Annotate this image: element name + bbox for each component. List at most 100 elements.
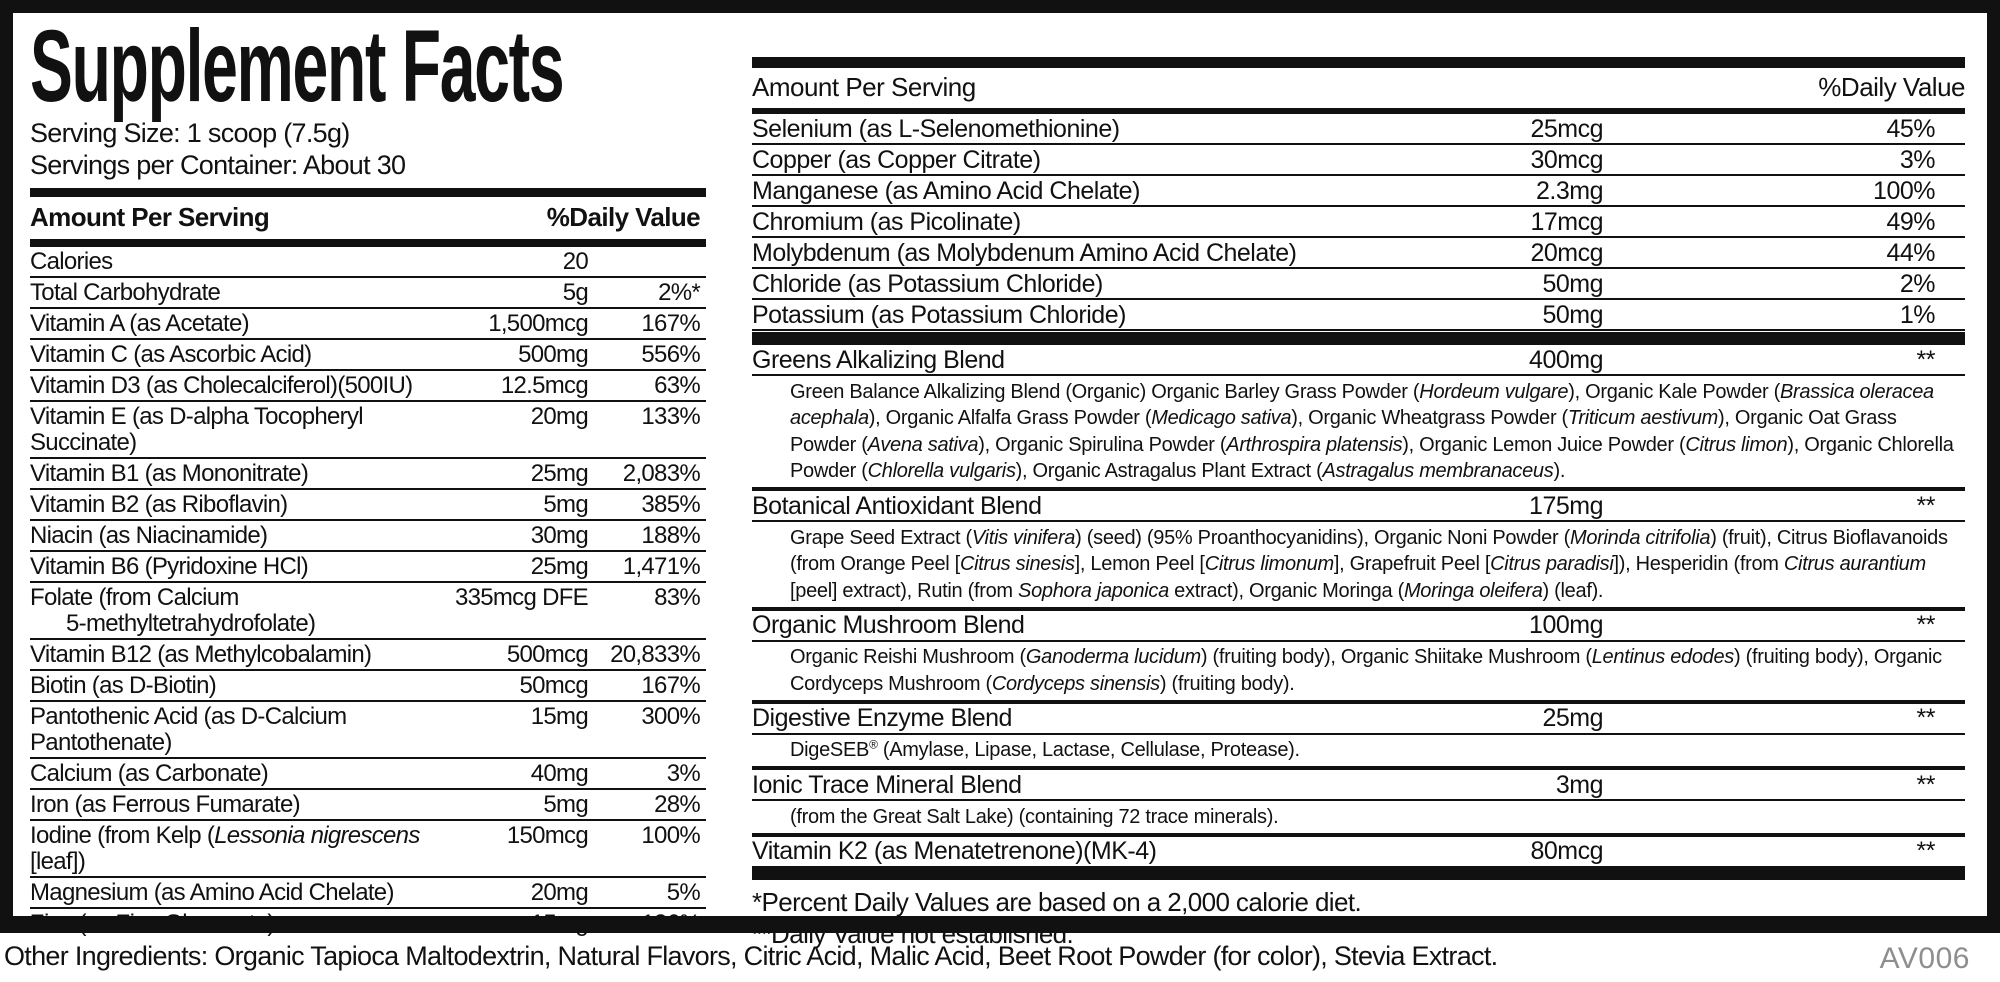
table-row: Copper (as Copper Citrate) 30mcg 3% xyxy=(752,145,1965,176)
table-row: Biotin (as D-Biotin) 50mcg 167% xyxy=(30,671,706,702)
page-title: Supplement Facts xyxy=(30,9,565,123)
blend-ingredients: Grape Seed Extract (Vitis vinifera) (see… xyxy=(790,526,1948,602)
nutrient-amount: 335mcg DFE xyxy=(454,583,589,611)
table-row: Magnesium (as Amino Acid Chelate) 20mg 5% xyxy=(30,878,706,909)
nutrient-daily-value: 2% xyxy=(1899,269,1936,298)
nutrient-name: Vitamin B1 (as Mononitrate) xyxy=(30,459,309,487)
nutrient-amount: 50mg xyxy=(1542,269,1603,298)
nutrient-amount: 25mg xyxy=(530,552,589,580)
table-row: Chromium (as Picolinate) 17mcg 49% xyxy=(752,207,1965,238)
table-row: Vitamin B1 (as Mononitrate) 25mg 2,083% xyxy=(30,459,706,490)
table-row: Molybdenum (as Molybdenum Amino Acid Che… xyxy=(752,238,1965,269)
serving-size: Serving Size: 1 scoop (7.5g) xyxy=(30,118,350,148)
bottom-bar xyxy=(0,916,2000,933)
nutrient-name: Vitamin B6 (Pyridoxine HCl) xyxy=(30,552,309,580)
nutrient-daily-value: ** xyxy=(1916,770,1936,799)
nutrient-daily-value: 167% xyxy=(641,671,700,699)
table-row: Greens Alkalizing Blend 400mg ** xyxy=(752,345,1965,376)
column-header-amount: Amount Per Serving xyxy=(30,202,270,232)
nutrient-amount: 25mcg xyxy=(1530,114,1603,143)
nutrient-daily-value: 1,471% xyxy=(622,552,701,580)
nutrient-amount: 20mcg xyxy=(1530,238,1603,267)
table-row: Vitamin D3 (as Cholecalciferol)(500IU) 12… xyxy=(30,371,706,402)
left-nutrient-table: Calories 20 Total Carbohydrate 5g 2%* Vitamin… xyxy=(30,247,706,938)
nutrient-daily-value: ** xyxy=(1916,611,1936,639)
nutrient-name: Vitamin C (as Ascorbic Acid) xyxy=(30,340,312,368)
nutrient-name: Pantothenic Acid (as D-Calcium Pantothen… xyxy=(30,702,347,756)
border-top xyxy=(0,0,2000,13)
nutrient-name: Iodine (from Kelp (Lessonia nigrescens [… xyxy=(30,821,420,875)
label-code: AV006 xyxy=(1879,942,1970,975)
table-row: Vitamin B2 (as Riboflavin) 5mg 385% xyxy=(30,490,706,521)
nutrient-daily-value: 100% xyxy=(1873,176,1935,205)
right-nutrient-table: Selenium (as L-Selenomethionine) 25mcg 45%… xyxy=(752,114,1965,331)
nutrient-amount: 20 xyxy=(562,247,589,275)
right-table-header: Amount Per Serving %Daily Value xyxy=(752,68,1965,108)
nutrient-name: Greens Alkalizing Blend xyxy=(752,345,1005,374)
table-row: Vitamin E (as D-alpha Tocopheryl Succina… xyxy=(30,402,706,459)
nutrient-daily-value: ** xyxy=(1916,491,1936,520)
nutrient-amount: 17mcg xyxy=(1530,207,1603,236)
nutrient-amount: 5g xyxy=(562,278,589,306)
blend-list: Greens Alkalizing Blend 400mg ** Green Bala… xyxy=(752,345,1965,866)
nutrient-name: Digestive Enzyme Blend xyxy=(752,704,1012,732)
nutrient-amount: 20mg xyxy=(530,878,589,906)
nutrient-amount: 3mg xyxy=(1555,770,1604,799)
nutrient-amount: 25mg xyxy=(530,459,589,487)
nutrient-daily-value: ** xyxy=(1916,837,1936,865)
table-row: Potassium (as Potassium Chloride) 50mg 1% xyxy=(752,300,1965,331)
table-row: Iodine (from Kelp (Lessonia nigrescens [… xyxy=(30,821,706,878)
nutrient-name-line2: 5-methyltetrahydrofolate) xyxy=(66,609,316,637)
table-row: Selenium (as L-Selenomethionine) 25mcg 45% xyxy=(752,114,1965,145)
nutrient-daily-value: ** xyxy=(1916,704,1936,732)
nutrient-daily-value: 3% xyxy=(666,759,701,787)
nutrient-name: Folate (from Calcium 5-methyltetrahydrofo… xyxy=(30,584,438,637)
nutrient-amount: 50mg xyxy=(1542,300,1603,329)
table-row: Niacin (as Niacinamide) 30mg 188% xyxy=(30,521,706,552)
divider-rule xyxy=(30,239,706,247)
nutrient-name: Manganese (as Amino Acid Chelate) xyxy=(752,176,1140,205)
nutrient-name: Botanical Antioxidant Blend xyxy=(752,491,1042,520)
nutrient-amount: 150mcg xyxy=(506,821,589,849)
nutrient-daily-value: 100% xyxy=(641,821,700,849)
nutrient-name: Potassium (as Potassium Chloride) xyxy=(752,300,1126,329)
nutrient-daily-value: 2,083% xyxy=(622,459,701,487)
nutrient-amount: 80mcg xyxy=(1530,837,1603,865)
nutrient-daily-value: 5% xyxy=(666,878,701,906)
nutrient-name: Vitamin E (as D-alpha Tocopheryl Succina… xyxy=(30,402,364,456)
nutrient-name: Organic Mushroom Blend xyxy=(752,611,1025,639)
nutrient-name: Ionic Trace Mineral Blend xyxy=(752,770,1022,799)
table-row: Chloride (as Potassium Chloride) 50mg 2% xyxy=(752,269,1965,300)
nutrient-amount: 25mg xyxy=(1542,704,1603,732)
nutrient-name: Vitamin K2 (as Menatetrenone)(MK-4) xyxy=(752,837,1157,865)
nutrient-name: Vitamin B2 (as Riboflavin) xyxy=(30,490,288,518)
nutrient-name: Chloride (as Potassium Chloride) xyxy=(752,269,1103,298)
table-row: Botanical Antioxidant Blend 175mg ** xyxy=(752,491,1965,522)
nutrient-daily-value: 20,833% xyxy=(610,640,701,668)
nutrient-name: Calcium (as Carbonate) xyxy=(30,759,269,787)
nutrient-amount: 400mg xyxy=(1529,345,1603,374)
nutrient-amount: 12.5mcg xyxy=(500,371,589,399)
nutrient-name: Vitamin B12 (as Methylcobalamin) xyxy=(30,640,372,668)
nutrient-daily-value: 83% xyxy=(654,583,701,611)
nutrient-name: Selenium (as L-Selenomethionine) xyxy=(752,114,1120,143)
table-row: Ionic Trace Mineral Blend 3mg ** xyxy=(752,770,1965,801)
table-row: Pantothenic Acid (as D-Calcium Pantothen… xyxy=(30,702,706,759)
nutrient-amount: 20mg xyxy=(530,402,589,430)
table-row: Vitamin B6 (Pyridoxine HCl) 25mg 1,471% xyxy=(30,552,706,583)
nutrient-amount: 5mg xyxy=(543,490,588,518)
column-header-daily-value: %Daily Value xyxy=(546,202,701,232)
table-row: Vitamin K2 (as Menatetrenone)(MK-4) 80mcg… xyxy=(752,837,1965,866)
divider-bar xyxy=(752,865,1965,880)
nutrient-daily-value: 28% xyxy=(654,790,701,818)
table-row: Vitamin A (as Acetate) 1,500mcg 167% xyxy=(30,309,706,340)
table-row: Manganese (as Amino Acid Chelate) 2.3mg 10… xyxy=(752,176,1965,207)
nutrient-name: Vitamin D3 (as Cholecalciferol)(500IU) xyxy=(30,371,413,399)
nutrient-amount: 500mcg xyxy=(506,640,589,668)
nutrient-name: Niacin (as Niacinamide) xyxy=(30,521,268,549)
left-column: Supplement Facts Serving Size: 1 scoop (… xyxy=(30,13,706,938)
nutrient-amount: 2.3mg xyxy=(1536,176,1603,205)
blend-section: Vitamin K2 (as Menatetrenone)(MK-4) 80mcg… xyxy=(752,837,1965,866)
table-row: Total Carbohydrate 5g 2%* xyxy=(30,278,706,309)
nutrient-amount: 100mg xyxy=(1529,611,1603,639)
